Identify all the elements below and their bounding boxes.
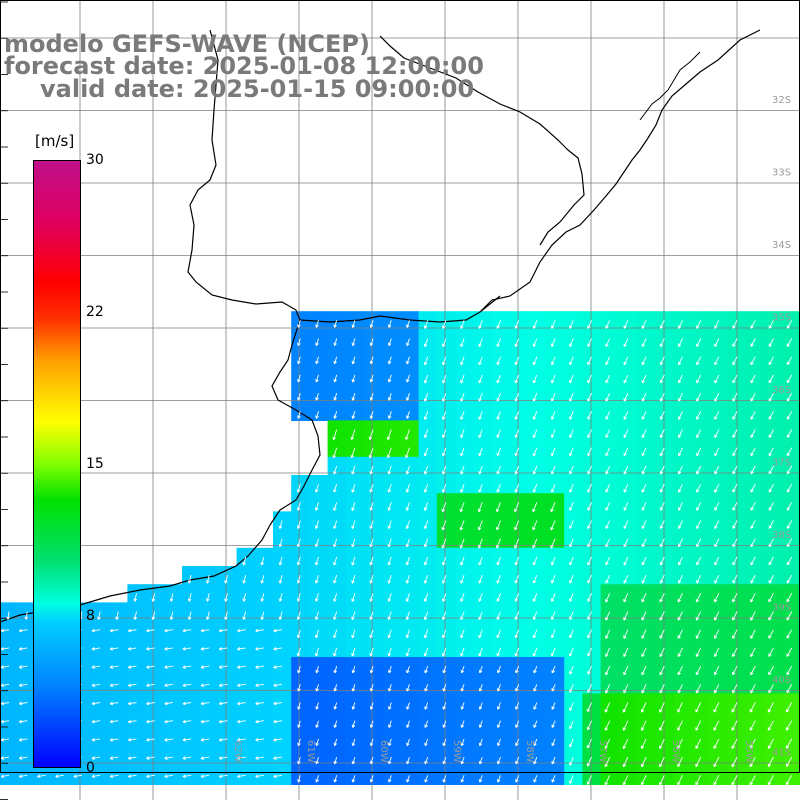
lat-label: 38S — [772, 530, 791, 541]
colorbar-tick-22: 22 — [86, 304, 104, 320]
lon-label: 56W — [670, 740, 681, 763]
lon-label: 55W — [743, 740, 754, 763]
lat-label: 33S — [772, 168, 791, 179]
lon-label: 61W — [305, 740, 316, 763]
model-title: modelo GEFS-WAVE (NCEP) — [4, 30, 370, 58]
lon-label: 60W — [378, 740, 389, 763]
lat-label: 41S — [772, 748, 791, 759]
lat-label: 35S — [772, 313, 791, 324]
lon-label: 59W — [451, 740, 462, 763]
colorbar-unit: [m/s] — [35, 132, 75, 150]
colorbar-tick-0: 0 — [86, 760, 95, 776]
colorbar-tick-8: 8 — [86, 608, 95, 624]
colorbar — [33, 160, 81, 768]
lat-label: 36S — [772, 385, 791, 396]
lat-label: 32S — [772, 95, 791, 106]
wind-arrows — [0, 320, 793, 786]
coastline-estuary — [299, 29, 761, 323]
lagoon — [639, 51, 701, 121]
lat-label: 39S — [772, 603, 791, 614]
colorbar-tick-30: 30 — [86, 152, 104, 168]
lat-label: 40S — [772, 675, 791, 686]
lat-label: 37S — [772, 458, 791, 469]
valid-date: valid date: 2025-01-15 09:00:00 — [40, 75, 475, 103]
colorbar-tick-15: 15 — [86, 456, 104, 472]
lon-label: 62W — [232, 740, 243, 763]
latitude-labels: 32S 33S 34S 35S 36S 37S 38S 39S 40S 41S — [772, 95, 791, 759]
lon-label: 57W — [597, 740, 608, 763]
coastline — [0, 29, 321, 623]
lon-label: 58W — [524, 740, 535, 763]
forecast-date: forecast date: 2025-01-08 12:00:00 — [4, 52, 484, 80]
longitude-labels: 62W 61W 60W 59W 58W 57W 56W 55W — [232, 740, 754, 763]
lat-label: 34S — [772, 240, 791, 251]
uruguay-border — [379, 35, 585, 313]
